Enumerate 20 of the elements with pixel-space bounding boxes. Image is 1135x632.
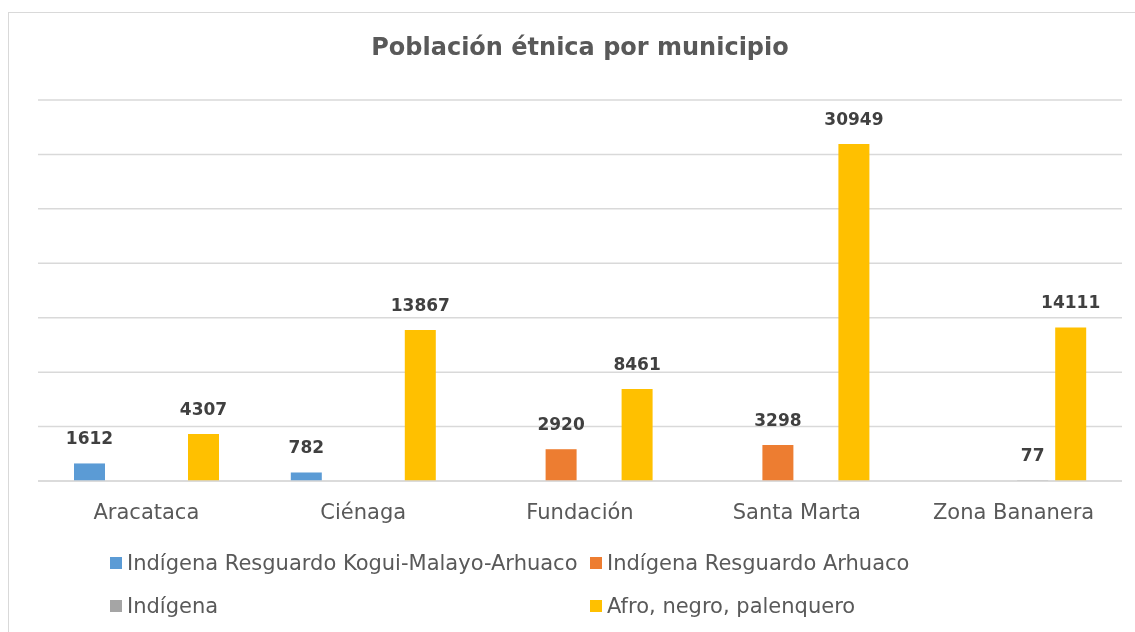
data-label: 4307 (179, 399, 228, 420)
x-tick-label: Ciénaga (320, 499, 407, 524)
x-tick-label: Fundación (526, 499, 634, 524)
data-label: 3298 (754, 410, 802, 431)
data-label: 8461 (613, 353, 661, 374)
chart-title: Población étnica por municipio (370, 33, 790, 61)
x-tick-label: Santa Marta (732, 499, 861, 524)
data-label: 14111 (1041, 292, 1101, 313)
legend-label: Indígena Resguardo Arhuaco (607, 550, 910, 575)
data-label: 2920 (537, 414, 585, 435)
data-label: 13867 (390, 295, 450, 316)
data-label: 1612 (65, 428, 114, 449)
x-tick-label: Aracataca (93, 499, 200, 524)
data-label: 77 (1020, 445, 1045, 466)
legend-label: Indígena (127, 593, 219, 618)
data-label: 782 (288, 437, 325, 458)
data-label: 30949 (824, 109, 884, 130)
legend-label: Afro, negro, palenquero (607, 593, 856, 618)
x-tick-label: Zona Bananera (932, 499, 1095, 524)
legend-label: Indígena Resguardo Kogui-Malayo-Arhuaco (127, 550, 578, 575)
